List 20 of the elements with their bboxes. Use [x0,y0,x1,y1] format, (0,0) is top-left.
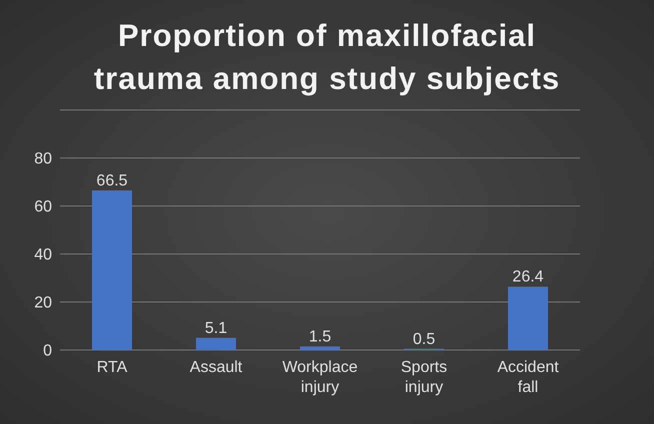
bar [300,346,340,350]
data-label: 1.5 [308,328,332,346]
x-tick-label: Accident fall [497,359,560,396]
x-tick-label: Sports injury [400,359,448,396]
y-tick-label: 40 [34,246,52,264]
bar [508,286,548,350]
y-tick-label: 80 [34,150,52,168]
bar [196,338,236,350]
data-label: 0.5 [412,330,436,348]
chart-title: Proportion of maxillofacial trauma among study subjects [92,17,562,98]
data-label: 26.4 [512,268,544,286]
x-tick-label: Assault [190,359,243,376]
x-tick-label: RTA [96,359,128,376]
y-tick-label: 0 [43,342,52,360]
data-label: 66.5 [96,172,128,190]
data-label: 5.1 [204,320,228,337]
y-tick-label: 60 [34,198,52,216]
x-tick-label: Workplace injury [282,359,358,396]
bar [92,190,132,350]
y-tick-label: 20 [34,294,52,312]
